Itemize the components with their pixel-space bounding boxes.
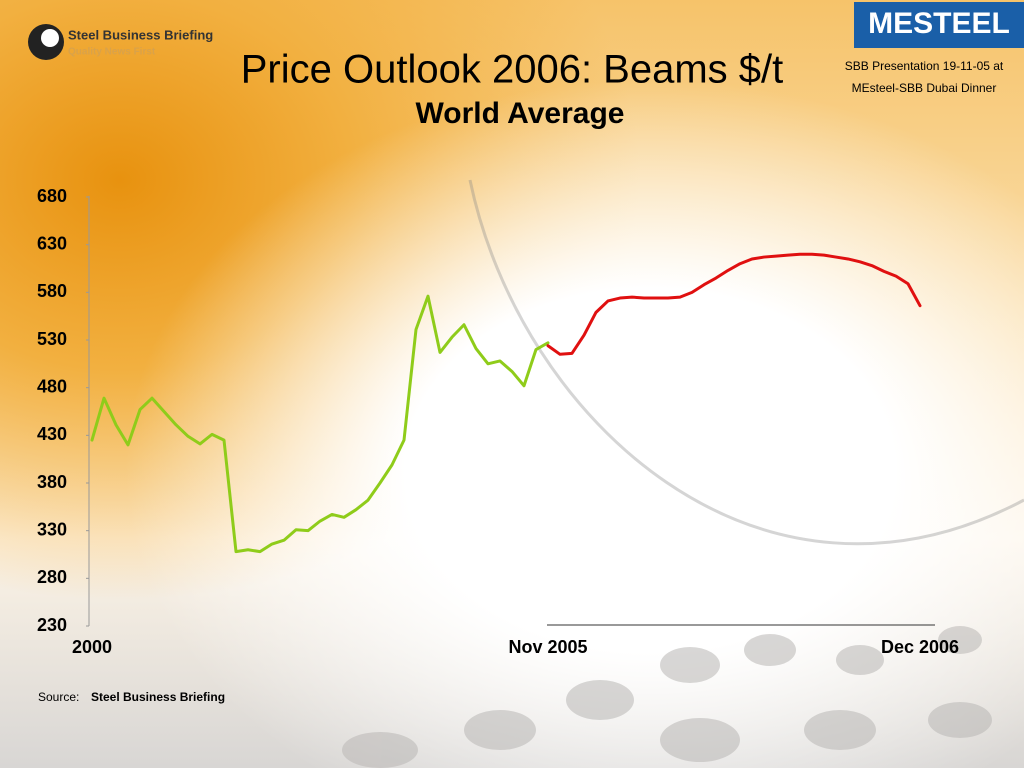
y-tick-label: 330: [37, 519, 67, 539]
y-tick-label: 680: [37, 186, 67, 206]
logo-name: Steel Business Briefing: [68, 27, 213, 42]
logo-mark: [41, 29, 59, 47]
y-tick-label: 430: [37, 424, 67, 444]
y-tick-label: 630: [37, 233, 67, 253]
y-tick-label: 280: [37, 567, 67, 587]
source-name: Steel Business Briefing: [91, 690, 225, 704]
series-line: [90, 294, 550, 554]
y-tick-label: 580: [37, 281, 67, 301]
brand: MESTEEL: [868, 7, 1010, 40]
y-tick-label: 380: [37, 472, 67, 492]
x-tick-label: 2000: [72, 637, 112, 657]
logo-tagline: Quality News First: [68, 47, 156, 58]
y-tick-label: 230: [37, 615, 67, 635]
x-tick-label: Nov 2005: [508, 637, 587, 657]
brand-box: [854, 2, 1024, 48]
x-tick-label: Dec 2006: [881, 637, 959, 657]
chart-title: Price Outlook 2006: Beams $/t: [241, 48, 784, 92]
note: SBB Presentation 19-11-05 at: [845, 59, 1004, 73]
series-line: [546, 252, 922, 356]
source-label: Source:: [38, 690, 79, 704]
y-tick-label: 480: [37, 376, 67, 396]
y-tick-label: 530: [37, 329, 67, 349]
decor-arc: [468, 179, 1024, 546]
note: MEsteel-SBB Dubai Dinner: [852, 81, 997, 95]
chart-subtitle: World Average: [416, 97, 625, 130]
decor: [342, 626, 992, 768]
